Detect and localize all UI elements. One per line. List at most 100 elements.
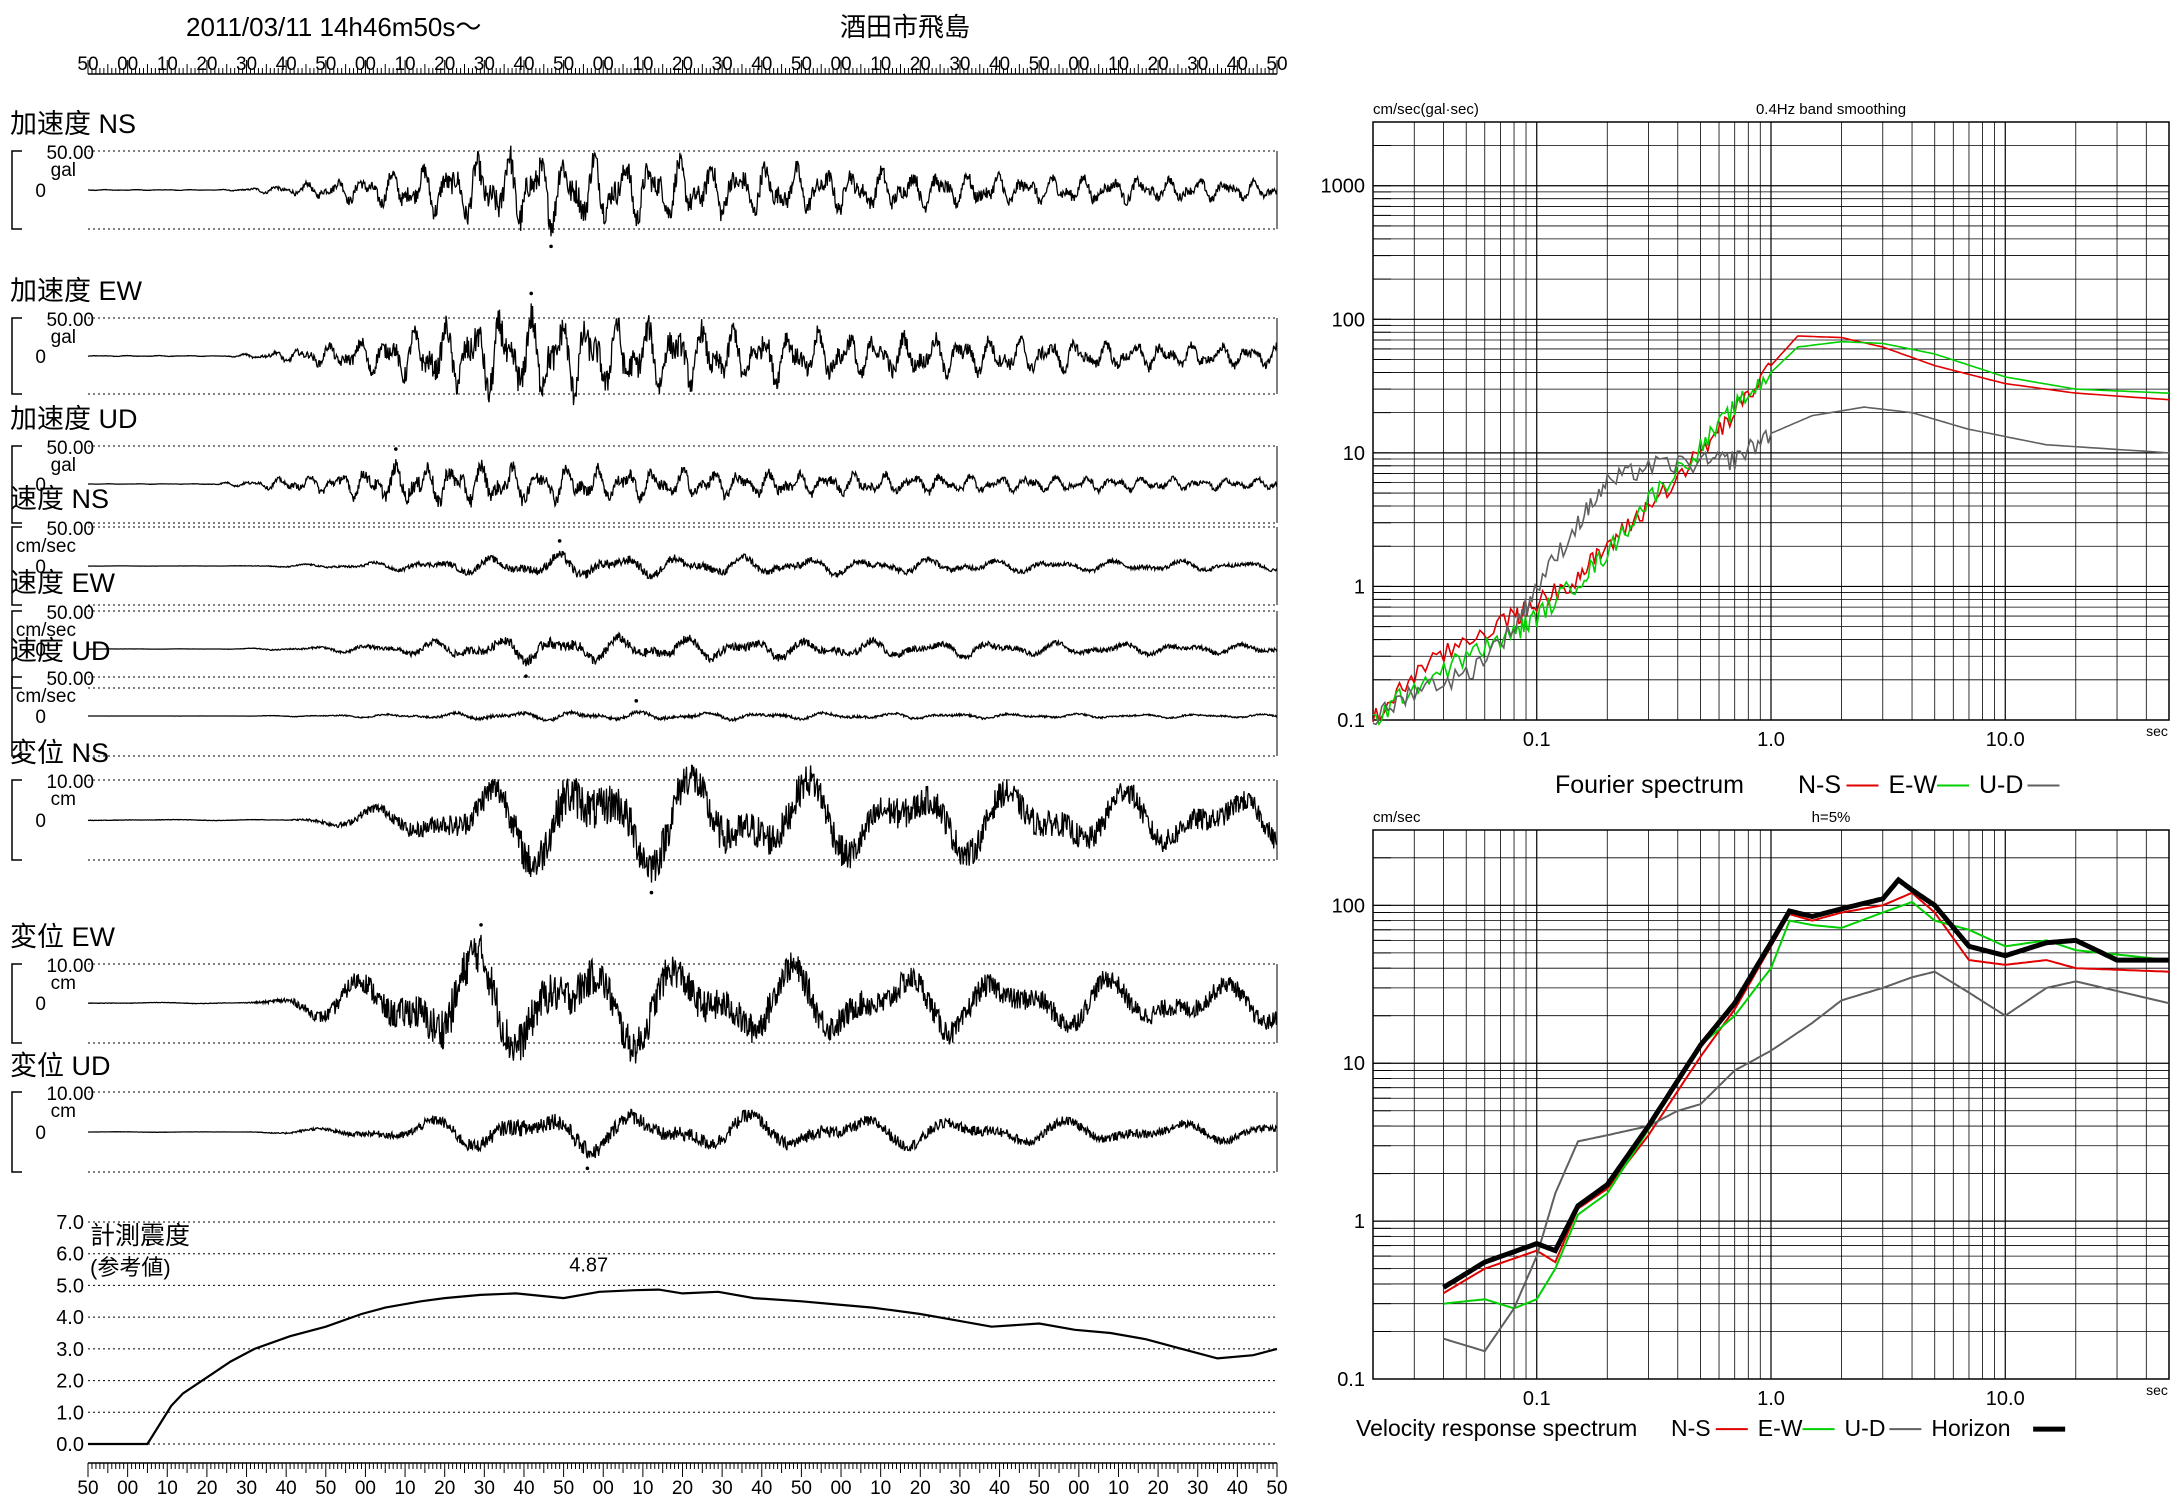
time-axis-label: 40 bbox=[751, 1478, 772, 1499]
scale-bracket bbox=[11, 963, 22, 1044]
time-axis-label: 20 bbox=[1148, 54, 1169, 75]
time-axis-label: 20 bbox=[434, 1478, 455, 1499]
scale-bracket bbox=[11, 779, 22, 861]
time-axis-label: 30 bbox=[1187, 1478, 1208, 1499]
unit-label: gal bbox=[51, 455, 76, 476]
trace-name: 速度 EW bbox=[10, 568, 116, 598]
time-axis-label: 00 bbox=[355, 54, 376, 75]
waveform-line bbox=[87, 550, 1278, 580]
peak-marker bbox=[394, 447, 398, 451]
y-tick-label: 1 bbox=[1354, 576, 1365, 598]
unit-label: gal bbox=[51, 327, 76, 348]
zero-label: 0 bbox=[35, 994, 46, 1015]
peak-marker bbox=[549, 244, 553, 249]
x-tick-label: 1.0 bbox=[1757, 1388, 1785, 1410]
time-axis-label: 40 bbox=[751, 54, 772, 75]
scale-label: 10.00 bbox=[46, 956, 94, 977]
series-u-d-line bbox=[1372, 406, 2170, 726]
intensity-tick-label: 0.0 bbox=[56, 1434, 84, 1456]
scale-bracket bbox=[11, 526, 22, 606]
waveform-line bbox=[87, 303, 1278, 406]
legend-series-label: E-W bbox=[1758, 1415, 1803, 1441]
peak-marker bbox=[557, 539, 562, 543]
time-axis-label: 50 bbox=[1029, 1478, 1050, 1499]
x-tick-label: 0.1 bbox=[1523, 729, 1551, 751]
scale-label: 50.00 bbox=[46, 310, 94, 331]
time-axis-label: 00 bbox=[117, 1478, 138, 1499]
time-axis-label: 30 bbox=[712, 1478, 733, 1499]
series-n-s-line bbox=[1372, 335, 2170, 723]
zero-label: 0 bbox=[35, 640, 46, 661]
y-unit-label: cm/sec bbox=[1373, 809, 1421, 826]
zero-label: 0 bbox=[35, 181, 46, 202]
zero-label: 0 bbox=[35, 347, 46, 368]
plot-title: 0.4Hz band smoothing bbox=[1756, 101, 1906, 118]
scale-bracket bbox=[11, 676, 22, 757]
time-axis-label: 20 bbox=[910, 1478, 931, 1499]
time-axis-label: 20 bbox=[196, 1478, 217, 1499]
time-axis-label: 10 bbox=[394, 54, 415, 75]
scale-bracket bbox=[11, 317, 22, 395]
trace-name: 変位 EW bbox=[10, 922, 116, 952]
time-axis-label: 30 bbox=[236, 54, 257, 75]
unit-label: cm bbox=[51, 789, 76, 810]
peak-marker bbox=[649, 890, 654, 895]
trace-name: 変位 NS bbox=[10, 738, 109, 768]
time-axis-label: 00 bbox=[1068, 1478, 1089, 1499]
legend-title: Fourier spectrum bbox=[1555, 771, 1744, 799]
y-tick-label: 1 bbox=[1354, 1211, 1365, 1233]
scale-label: 50.00 bbox=[46, 143, 94, 164]
trace-name: 加速度 NS bbox=[10, 109, 136, 139]
legend-series-label: N-S bbox=[1671, 1415, 1711, 1441]
zero-label: 0 bbox=[35, 707, 46, 728]
trace-name: 変位 UD bbox=[10, 1051, 111, 1081]
legend-title: Velocity response spectrum bbox=[1356, 1415, 1637, 1441]
time-axis-label: 20 bbox=[672, 1478, 693, 1499]
time-axis-label: 20 bbox=[196, 54, 217, 75]
x-tick-label: 1.0 bbox=[1757, 729, 1785, 751]
unit-label: cm bbox=[51, 1101, 76, 1122]
y-tick-label: 10 bbox=[1343, 443, 1365, 465]
peak-marker bbox=[634, 699, 639, 703]
time-axis-label: 10 bbox=[157, 54, 178, 75]
time-axis-label: 30 bbox=[949, 54, 970, 75]
legend-series-label: N-S bbox=[1798, 771, 1841, 799]
intensity-line bbox=[88, 1288, 1278, 1446]
y-unit-label: cm/sec(gal·sec) bbox=[1373, 101, 1479, 118]
top-time-axis: 50 00 10 20 30 40 50 00 10 20 30 40 50 00 10 20 30 40 50 00… bbox=[77, 54, 1287, 75]
y-tick-label: 100 bbox=[1332, 309, 1365, 331]
intensity-tick-label: 4.0 bbox=[56, 1307, 84, 1329]
legend-series-label: Horizon bbox=[1931, 1415, 2010, 1441]
time-axis-label: 40 bbox=[1227, 1478, 1248, 1499]
intensity-tick-label: 5.0 bbox=[56, 1275, 84, 1297]
x-tick-label: 0.1 bbox=[1523, 1388, 1551, 1410]
waveform-line bbox=[88, 631, 1278, 667]
intensity-tick-label: 2.0 bbox=[56, 1371, 84, 1393]
unit-label: gal bbox=[51, 160, 76, 181]
waveform-line bbox=[87, 459, 1278, 509]
trace-name: 速度 NS bbox=[10, 484, 109, 514]
waveform-line bbox=[87, 145, 1278, 237]
scale-label: 50.00 bbox=[46, 438, 94, 459]
time-axis-label: 50 bbox=[791, 1478, 812, 1499]
time-axis-label: 40 bbox=[989, 54, 1010, 75]
time-axis-label: 10 bbox=[632, 54, 653, 75]
scale-bracket bbox=[11, 445, 22, 524]
series-u-d-line bbox=[1443, 970, 2170, 1353]
peak-marker bbox=[524, 674, 528, 678]
y-tick-label: 10 bbox=[1343, 1053, 1365, 1075]
time-axis-label: 10 bbox=[394, 1478, 415, 1499]
scale-label: 50.00 bbox=[46, 669, 94, 690]
intensity-panel: 0.0 1.0 2.0 3.0 4.0 5.0 6.0 7.0 計測震度 (参考値) 4.87 bbox=[56, 1212, 1278, 1456]
time-axis-label: 30 bbox=[474, 1478, 495, 1499]
time-axis-label: 00 bbox=[593, 1478, 614, 1499]
station-name: 酒田市飛島 bbox=[840, 12, 970, 42]
plot-title: h=5% bbox=[1812, 809, 1851, 826]
trace-name: 加速度 EW bbox=[10, 276, 143, 306]
waveform-line bbox=[87, 764, 1278, 883]
y-tick-label: 100 bbox=[1332, 895, 1365, 917]
